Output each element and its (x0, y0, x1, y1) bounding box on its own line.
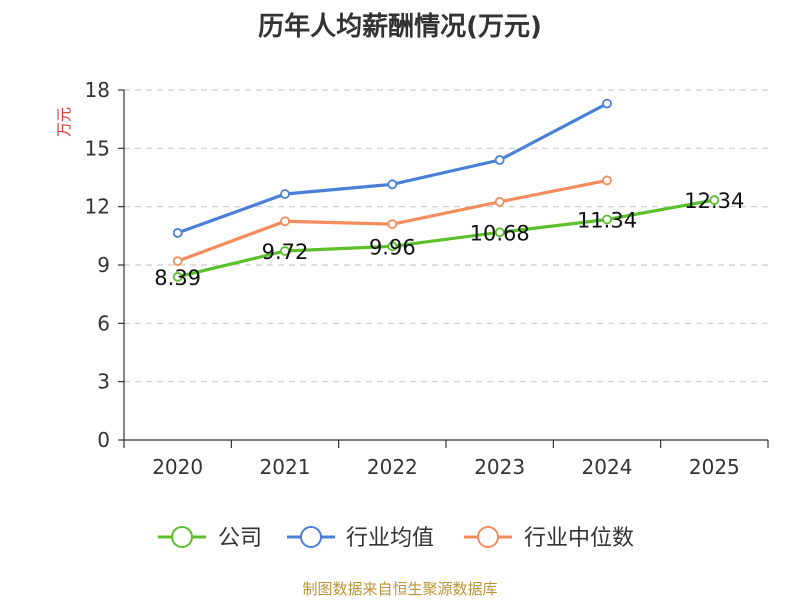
legend-marker-2 (477, 526, 499, 548)
data-label: 9.72 (262, 240, 309, 264)
x-tick-label-2022: 2022 (367, 455, 418, 479)
x-tick-label-2025: 2025 (689, 455, 740, 479)
series-point-2 (494, 196, 505, 207)
legend-marker-0 (171, 526, 193, 548)
series-point-2 (387, 219, 398, 230)
series-point-0 (709, 195, 720, 205)
data-label: 11.34 (577, 209, 637, 233)
data-label: 8.39 (154, 266, 201, 290)
series-point-1 (494, 155, 505, 165)
legend-marker-1 (300, 526, 322, 548)
legend-label-0: 公司 (218, 526, 262, 551)
series-point-2 (280, 216, 290, 227)
legend-label-1: 行业均值 (346, 526, 434, 551)
x-tick-label-2024: 2024 (582, 455, 633, 479)
data-label: 12.34 (684, 189, 744, 213)
series-point-0 (280, 246, 290, 256)
series-point-1 (387, 179, 398, 190)
y-tick-label: 18 (85, 78, 110, 102)
y-axis-label: 万元 (55, 107, 73, 137)
series-point-1 (172, 228, 183, 238)
series-point-2 (172, 256, 183, 267)
series-point-1 (602, 98, 612, 109)
series-point-2 (602, 175, 612, 186)
y-tick-label: 12 (85, 195, 110, 219)
series-point-0 (387, 241, 398, 252)
series-line-1 (177, 102, 608, 235)
x-tick-label-2020: 2020 (152, 455, 203, 479)
legend-label-2: 行业中位数 (524, 526, 634, 551)
x-tick-label-2021: 2021 (260, 455, 311, 479)
y-tick-label: 6 (97, 311, 110, 335)
series-point-0 (602, 214, 612, 225)
chart-title: 历年人均薪酬情况(万元) (258, 12, 542, 42)
y-tick-label: 15 (85, 136, 110, 160)
data-label: 10.68 (470, 221, 530, 245)
y-tick-label: 9 (97, 253, 110, 277)
series-line-0 (177, 198, 715, 279)
series-point-1 (280, 189, 290, 199)
series-point-0 (172, 271, 183, 282)
data-source-note: 制图数据来自恒生聚源数据库 (302, 580, 498, 598)
x-tick-label-2023: 2023 (474, 455, 525, 479)
data-label: 9.96 (369, 235, 416, 259)
y-tick-label: 3 (97, 370, 110, 394)
y-tick-label: 0 (97, 428, 110, 452)
series-point-0 (494, 227, 505, 238)
